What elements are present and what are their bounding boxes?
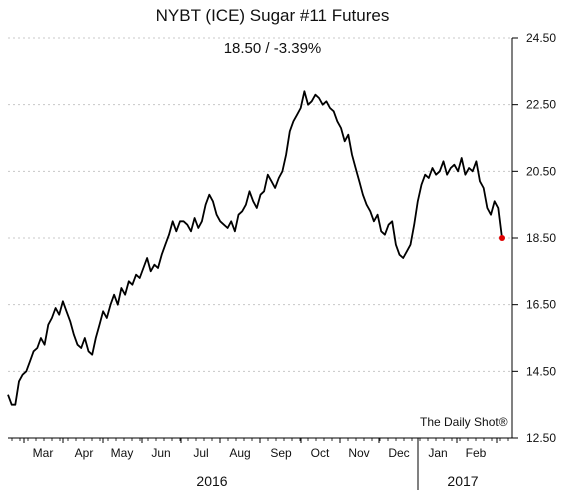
price-line [7, 90, 503, 406]
x-month-label: Nov [348, 446, 369, 460]
x-month-label: Jul [193, 446, 208, 460]
x-year-label: 2016 [196, 473, 227, 489]
y-tick-label: 24.50 [526, 31, 556, 45]
x-month-label: Sep [270, 446, 292, 460]
chart-subtitle: 18.50 / -3.39% [223, 40, 322, 57]
x-month-label: Feb [466, 446, 487, 460]
y-tick-label: 14.50 [526, 364, 556, 378]
x-month-label: Mar [33, 446, 54, 460]
chart-title: NYBT (ICE) Sugar #11 Futures [155, 6, 390, 25]
y-tick-label: 12.50 [526, 431, 556, 445]
y-tick-label: 20.50 [526, 164, 556, 178]
x-month-label: Jun [151, 446, 170, 460]
x-month-label: May [111, 446, 134, 460]
x-month-label: Jan [428, 446, 447, 460]
x-month-label: Aug [229, 446, 250, 460]
last-price-marker [499, 235, 505, 241]
y-tick-label: 16.50 [526, 298, 556, 312]
x-year-label: 2017 [447, 473, 478, 489]
x-month-label: Dec [388, 446, 409, 460]
x-month-label: Apr [75, 446, 94, 460]
y-tick-label: 18.50 [526, 231, 556, 245]
watermark: The Daily Shot® [420, 415, 508, 429]
y-tick-label: 22.50 [526, 98, 556, 112]
x-month-label: Oct [311, 446, 330, 460]
